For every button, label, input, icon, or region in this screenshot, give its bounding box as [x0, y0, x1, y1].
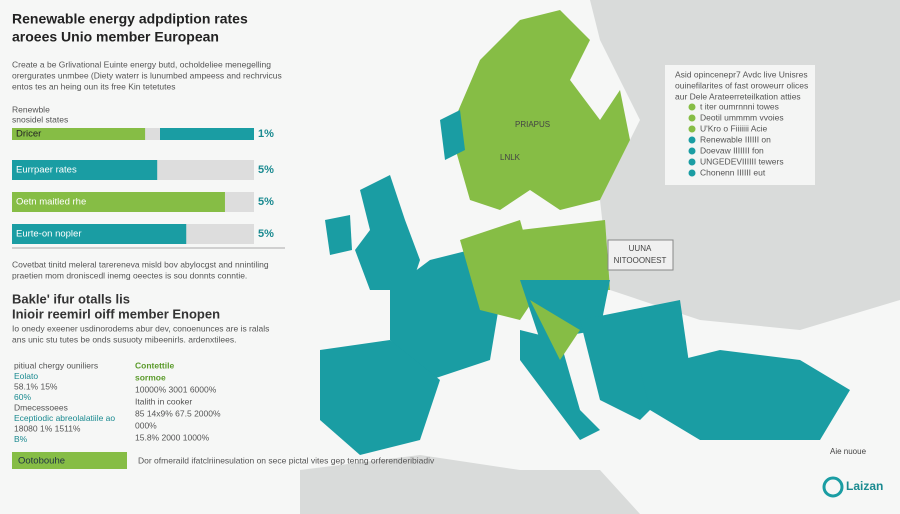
- heading: Inioir reemirl oiff member Enopen: [12, 306, 220, 321]
- intro: entos tes an heing oun its free Kin tete…: [12, 81, 176, 91]
- legend-item: Doevaw IIIIIII fon: [700, 145, 764, 155]
- footer-button[interactable]: [12, 452, 127, 469]
- legend-item: Renewable IIIIII on: [700, 134, 771, 144]
- italy: [520, 330, 600, 440]
- paragraph: praetien mom droniscedl inemg oeectes is…: [12, 270, 247, 280]
- stat-left: pitiual chergy ouniliers: [14, 360, 98, 370]
- legend-dot: [688, 103, 696, 111]
- footer-button-label: Ootobouhe: [18, 456, 65, 467]
- legend-item: U'Kro o Fiiiiiii Acie: [700, 123, 768, 133]
- stat-left: 58.1% 15%: [14, 381, 58, 391]
- bar: [12, 128, 146, 140]
- legend-text: Asid opincenepr7 Avdc live Unisres: [675, 69, 808, 79]
- legend-dot: [688, 125, 696, 133]
- bar-value: 1%: [258, 128, 274, 140]
- bar-value: 5%: [258, 196, 274, 208]
- caption: Renewble: [12, 104, 50, 114]
- stat-right: 15.8% 2000 1000%: [135, 432, 210, 442]
- balkans-green: [530, 300, 580, 360]
- stat-right: sormoe: [135, 372, 166, 382]
- legend-bg: [665, 65, 815, 185]
- bar-label: Eurte-on nopler: [16, 229, 81, 240]
- poland: [520, 220, 610, 290]
- stat-left: Eolato: [14, 371, 38, 381]
- legend-item: Deotil ummmm vvoies: [700, 112, 784, 122]
- map-label: Aie nuoue: [830, 447, 867, 456]
- bar-value: 5%: [258, 228, 274, 240]
- stat-left: 60%: [14, 392, 31, 402]
- legend-item: UNGEDEVIIIIII tewers: [700, 156, 784, 166]
- title: aroees Unio member European: [12, 29, 219, 45]
- paragraph: Covetbat tinitd meleral tarereneva misld…: [12, 259, 269, 269]
- label-box: [607, 239, 674, 271]
- heading: Bakle' ifur otalls lis: [12, 291, 130, 306]
- map-label: NITOOONEST: [614, 256, 667, 265]
- legend-item: Chonenn IIIIII eut: [700, 167, 766, 177]
- map-label: UUNA: [629, 244, 652, 253]
- legend-dot: [688, 114, 696, 122]
- stat-right: Italith in cooker: [135, 396, 192, 406]
- uk: [355, 175, 420, 290]
- bars: Dricer 1% Eurrpaer rates 5% Oetn maitled rhe…: [12, 128, 274, 244]
- germany: [460, 220, 540, 320]
- caption: snosidel states: [12, 114, 68, 124]
- legend-dot: [688, 136, 696, 144]
- legend-dot: [688, 158, 696, 166]
- title: Renewable energy adpdiption rates: [12, 11, 248, 27]
- intro: Create a be Grlivational Euinte energy b…: [12, 59, 271, 69]
- map-label: LNLK: [500, 153, 521, 162]
- scandinavia: [450, 10, 630, 210]
- iberia: [320, 340, 440, 455]
- logo-icon: [822, 476, 844, 498]
- stat-left: 18080 1% 1511%: [14, 423, 81, 433]
- bar-label: Eurrpaer rates: [16, 165, 77, 176]
- bar-accent: [160, 128, 254, 140]
- bar: [12, 192, 225, 212]
- bar: [12, 160, 158, 180]
- map-label: PRIAPUS: [515, 120, 550, 129]
- stat-right: 85 14x9% 67.5 2000%: [135, 408, 221, 418]
- stat-right: Contettile: [135, 360, 174, 370]
- stat-right: 10000% 3001 6000%: [135, 384, 217, 394]
- bar: [12, 224, 187, 244]
- bar-label: Oetn maitled rhe: [16, 197, 86, 208]
- africa: [300, 455, 640, 514]
- legend-item: t iter oumrnnni towes: [700, 101, 779, 111]
- legend-dot: [688, 147, 696, 155]
- logo: Laizan: [846, 479, 883, 493]
- bar-label: Dricer: [16, 129, 41, 140]
- intro: orergurates unmbee (Diety waterr is lunu…: [12, 70, 282, 80]
- legend-text: ouinefilarites of fast oroweurr olices: [675, 80, 808, 90]
- legend-text: aur Dele Arateerreteilkation atties: [675, 91, 801, 101]
- stat-right: 000%: [135, 420, 157, 430]
- bar-value: 5%: [258, 164, 274, 176]
- turkey: [640, 350, 850, 440]
- footer-text: Dor ofmeraild ifatclriinesulation on sec…: [138, 455, 435, 465]
- stat-left: Dmecessoees: [14, 402, 68, 412]
- norway-coast: [440, 110, 465, 160]
- paragraph: Io onedy exeener usdinorodems abur dev, …: [12, 323, 269, 333]
- stat-left: Eceptiodic abreolalatiile ao: [14, 413, 115, 423]
- legend-dot: [688, 169, 696, 177]
- ireland: [325, 215, 352, 255]
- stat-left: B%: [14, 434, 28, 444]
- paragraph: ans unic stu tutes be onds susuoty mibee…: [12, 334, 236, 344]
